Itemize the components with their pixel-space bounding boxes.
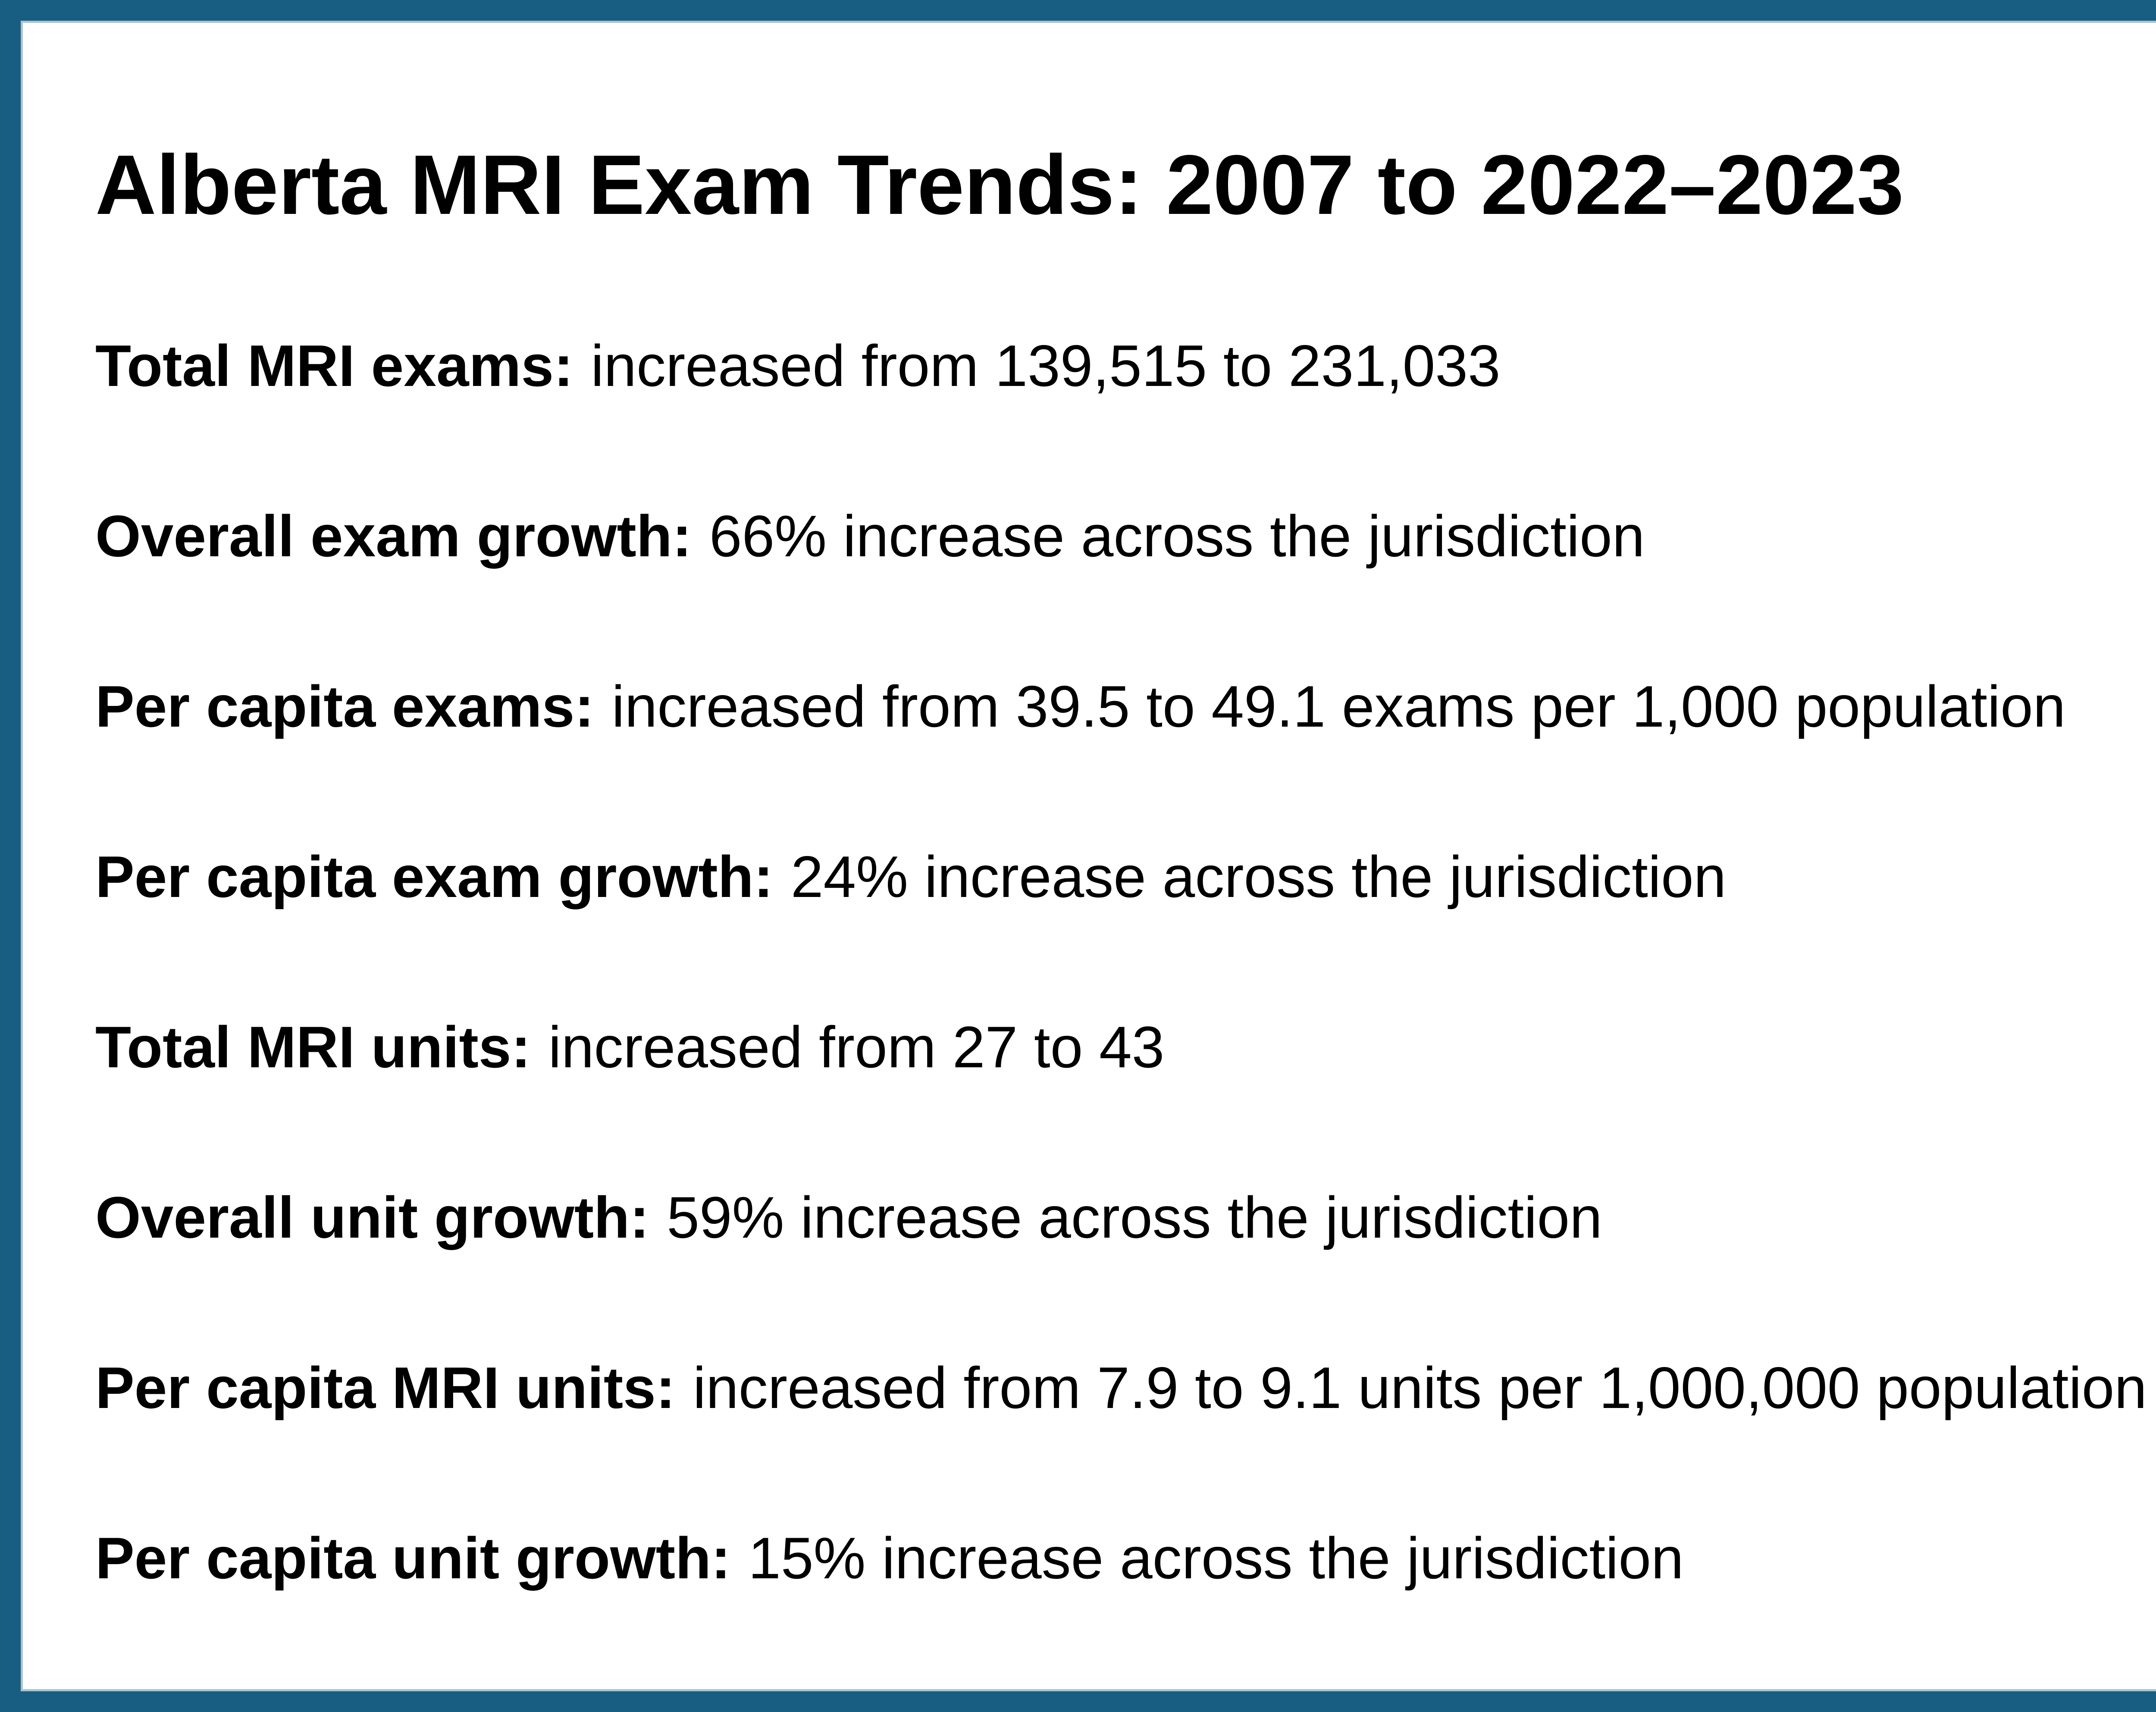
stat-label: Per capita MRI units:	[95, 1355, 676, 1421]
page-title: Alberta MRI Exam Trends: 2007 to 2022–20…	[95, 138, 1904, 232]
stat-value: increased from 7.9 to 9.1 units per 1,00…	[693, 1355, 2147, 1421]
stat-row: Per capita MRI units: increased from 7.9 …	[95, 1358, 2156, 1417]
stat-row: Total MRI units: increased from 27 to 43	[95, 1018, 2156, 1076]
stat-value: 15% increase across the jurisdiction	[748, 1525, 1684, 1591]
stat-row: Per capita exams: increased from 39.5 to …	[95, 677, 2156, 736]
stat-label: Total MRI units:	[95, 1014, 531, 1080]
summary-card: Alberta MRI Exam Trends: 2007 to 2022–20…	[21, 21, 2156, 1691]
stat-value: increased from 139,515 to 231,033	[591, 333, 1501, 399]
stat-label: Per capita exam growth:	[95, 844, 774, 910]
stat-row: Overall exam growth: 66% increase across …	[95, 507, 2156, 565]
stat-label: Per capita exams:	[95, 674, 594, 740]
stat-value: 59% increase across the jurisdiction	[667, 1185, 1602, 1251]
stat-value: 24% increase across the jurisdiction	[790, 844, 1727, 910]
stat-row: Per capita unit growth: 15% increase acro…	[95, 1529, 2156, 1587]
stat-label: Overall exam growth:	[95, 503, 692, 569]
stat-value: increased from 27 to 43	[548, 1014, 1165, 1080]
stat-value: increased from 39.5 to 49.1 exams per 1,…	[611, 674, 2066, 740]
stat-label: Total MRI exams:	[95, 333, 573, 399]
stat-value: 66% increase across the jurisdiction	[709, 503, 1645, 569]
stat-row: Per capita exam growth: 24% increase acro…	[95, 847, 2156, 906]
stat-label: Per capita unit growth:	[95, 1525, 731, 1591]
stat-label: Overall unit growth:	[95, 1185, 649, 1251]
stat-row: Total MRI exams: increased from 139,515 t…	[95, 336, 2156, 395]
stat-row: Overall unit growth: 59% increase across …	[95, 1188, 2156, 1247]
